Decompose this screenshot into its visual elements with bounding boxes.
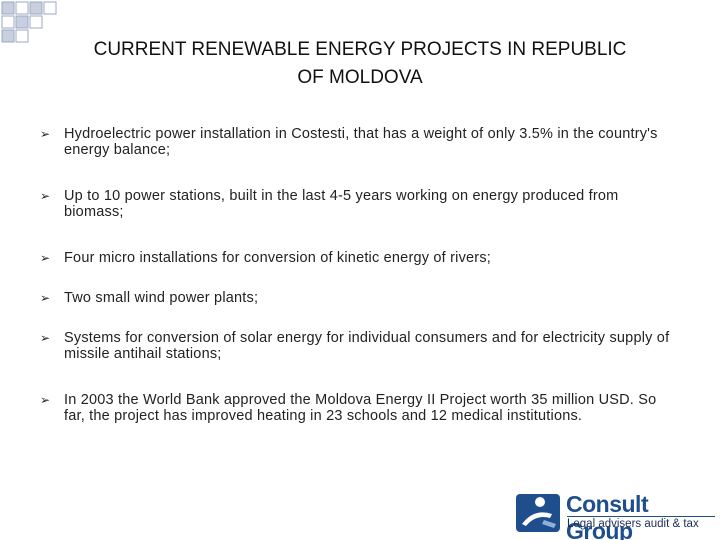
bullet-text: Two small wind power plants; (64, 290, 259, 306)
logo-tagline: Legal advisers audit & tax (567, 516, 715, 530)
bullet-arrow: ➢ (40, 127, 51, 141)
decor-squares (1, 1, 57, 43)
bullet-arrow: ➢ (40, 331, 51, 345)
bullet-arrow: ➢ (40, 189, 51, 203)
bullet-arrow: ➢ (40, 291, 51, 305)
bullet-text: In 2003 the World Bank approved the Mold… (64, 392, 657, 424)
bullet-text: Hydroelectric power installation in Cost… (64, 126, 658, 158)
slide-title: CURRENT RENEWABLE ENERGY PROJECTS IN REP… (93, 39, 627, 88)
logo-name: Consult Group (566, 491, 649, 540)
bullet-arrow: ➢ (40, 251, 51, 265)
bullet-text: Four micro installations for conversion … (64, 250, 492, 266)
logo-icon (516, 494, 560, 532)
bullet-text: Up to 10 power stations, built in the la… (64, 188, 619, 220)
bullet-arrow: ➢ (40, 393, 51, 407)
bullet-text: Systems for conversion of solar energy f… (64, 330, 670, 362)
